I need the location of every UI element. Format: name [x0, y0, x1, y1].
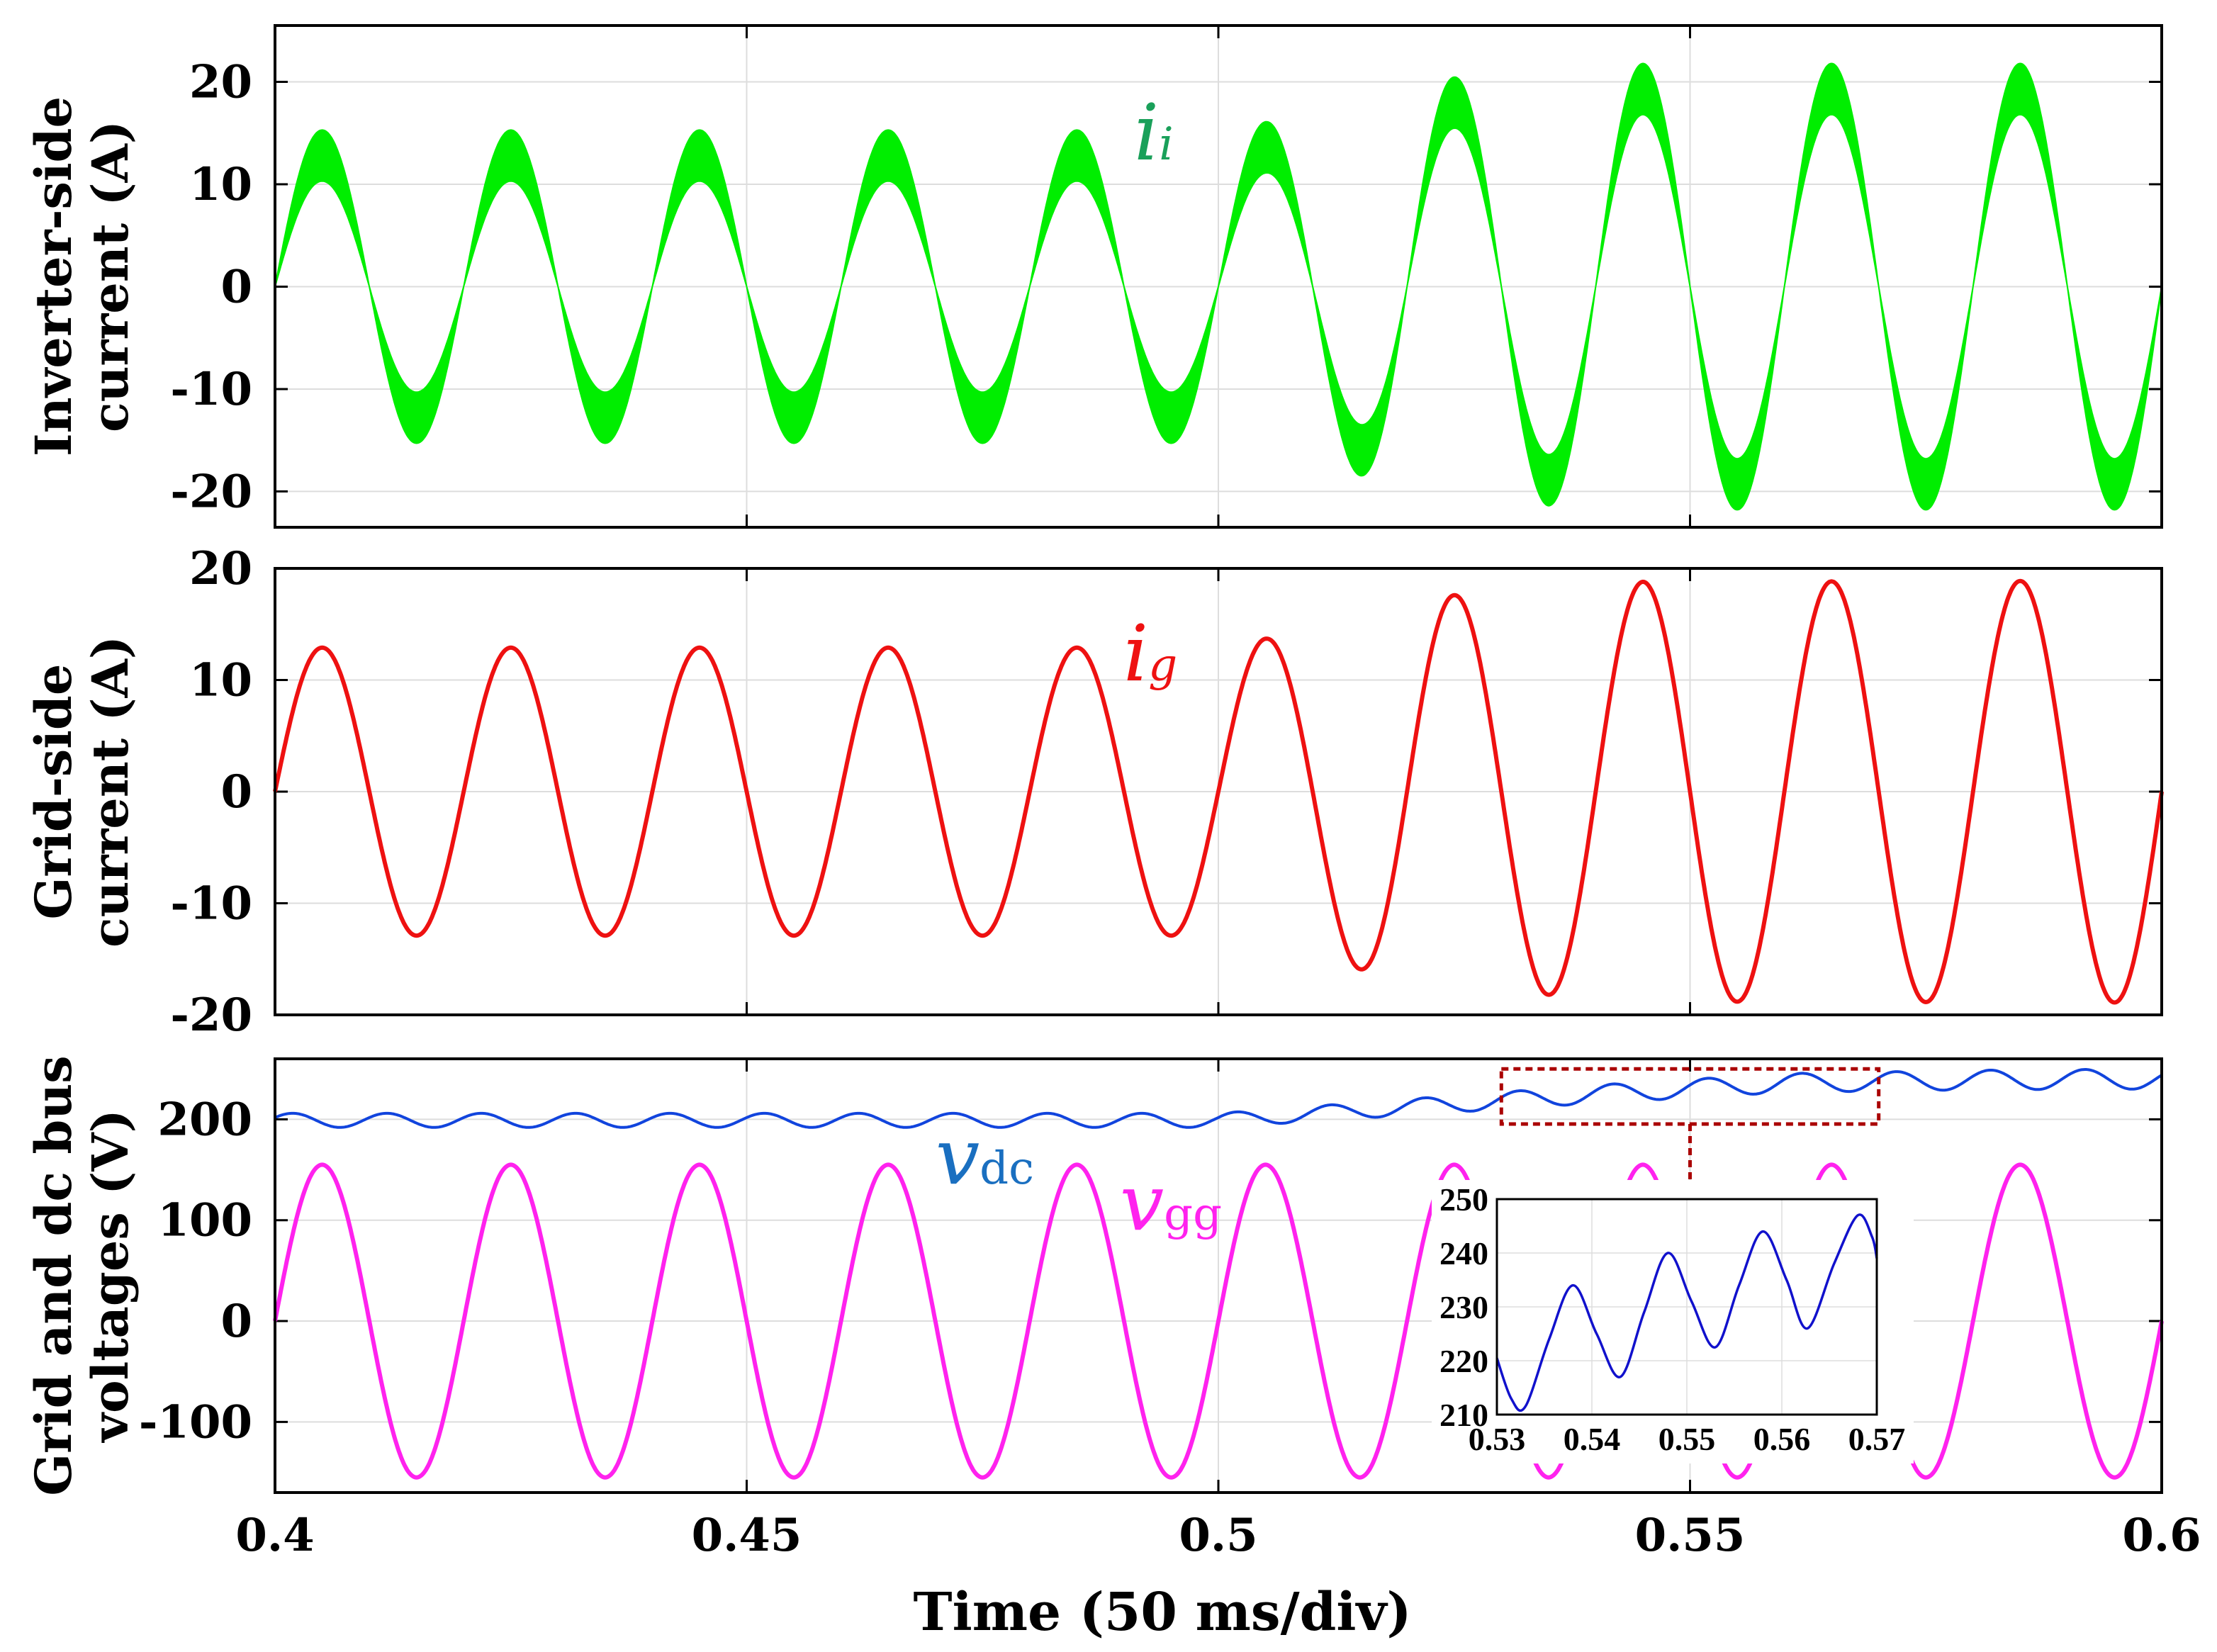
voltages-ytick-label-1: 100 [157, 1194, 252, 1247]
inverter-current-y-label-line1: Inverter-side [24, 96, 83, 456]
voltages-x-ticks: 0.4 0.45 0.5 0.55 0.6 [235, 1509, 2201, 1562]
voltages-ytick-label-2: 0 [220, 1295, 252, 1348]
grid-current-ytick-label-3: -10 [170, 877, 252, 931]
inset-ytick-label-3: 220 [1439, 1343, 1488, 1379]
inverter-current-ytick-label-4: -20 [170, 465, 252, 518]
grid-current-ytick-label-2: 0 [220, 765, 252, 819]
vdc-series-label: vdc [936, 1111, 1034, 1202]
inverter-current-series-label: ii [1134, 87, 1174, 178]
voltages-xtick-label-2: 0.5 [1179, 1509, 1257, 1562]
inverter-current-grid [275, 26, 2162, 527]
inset-plot-frame [1495, 1198, 1878, 1416]
voltages-ytick-label-0: 200 [157, 1093, 252, 1146]
inset-xtick-label-4: 0.57 [1848, 1421, 1906, 1457]
grid-current-panel: 20 10 0 -10 -20 Grid-side current (A) ig [24, 542, 2164, 1042]
inverter-current-ytick-label-0: 20 [189, 55, 252, 108]
grid-current-ytick-label-0: 20 [189, 542, 252, 595]
voltages-xtick-label-4: 0.6 [2122, 1509, 2201, 1562]
inset-xtick-label-2: 0.55 [1658, 1421, 1716, 1457]
voltages-xtick-label-3: 0.55 [1635, 1509, 1746, 1562]
voltages-xtick-label-1: 0.45 [692, 1509, 802, 1562]
inverter-current-y-ticks: 20 10 0 -10 -20 [170, 55, 252, 518]
inset-ytick-label-2: 230 [1439, 1289, 1488, 1325]
inset-ytick-label-4: 210 [1439, 1397, 1488, 1433]
inset-x-ticks: 0.53 0.54 0.55 0.56 0.57 [1469, 1421, 1906, 1457]
voltages-panel: 200 100 0 -100 0.4 0.45 0.5 0.55 0.6 Grid and d… [24, 1055, 2201, 1643]
grid-current-y-ticks: 20 10 0 -10 -20 [170, 542, 252, 1042]
vgg-series-label: vgg [1120, 1157, 1222, 1248]
voltages-xtick-label-0: 0.4 [235, 1509, 314, 1562]
voltages-y-ticks: 200 100 0 -100 [139, 1093, 252, 1449]
voltages-ytick-label-3: -100 [139, 1395, 252, 1449]
inset-trace-vdc [1495, 1213, 1878, 1412]
inset-xtick-label-1: 0.54 [1564, 1421, 1621, 1457]
inverter-current-y-label-line2: current (A) [81, 120, 140, 432]
inset-xtick-label-3: 0.56 [1753, 1421, 1811, 1457]
inverter-current-plot-frame [274, 24, 2163, 529]
voltages-y-label-line2: voltages (V) [81, 1109, 140, 1443]
zoom-inset: 250 240 230 220 210 0.53 0.54 0.55 0.56 0.57 [1432, 1180, 1914, 1463]
voltages-plot-frame [274, 1057, 2163, 1494]
inset-y-ticks: 250 240 230 220 210 [1439, 1181, 1488, 1433]
inverter-current-ytick-label-3: -10 [170, 363, 252, 416]
inset-ytick-label-1: 240 [1439, 1235, 1488, 1271]
inverter-current-ytick-label-2: 0 [220, 260, 252, 313]
inverter-current-ytick-label-1: 10 [189, 158, 252, 211]
inset-ytick-label-0: 250 [1439, 1181, 1488, 1218]
grid-current-ytick-label-1: 10 [189, 654, 252, 707]
inset-background [1432, 1180, 1914, 1463]
grid-current-y-label-line2: current (A) [81, 636, 140, 948]
grid-current-plot-frame [274, 567, 2163, 1016]
voltages-trace-v_dc [274, 1068, 2163, 1129]
grid-current-ytick-label-4: -20 [170, 989, 252, 1042]
grid-current-y-label-line1: Grid-side [24, 664, 83, 920]
inverter-current-panel: 20 10 0 -10 -20 Inverter-side current (A) ii [24, 24, 2163, 529]
voltages-y-label-line1: Grid and dc bus [24, 1055, 83, 1495]
x-axis-label: Time (50 ms/div) [914, 1582, 1412, 1643]
grid-current-series-label: ig [1123, 608, 1177, 699]
inset-xtick-label-0: 0.53 [1469, 1421, 1526, 1457]
grid-current-trace-i_g [273, 578, 2164, 1005]
